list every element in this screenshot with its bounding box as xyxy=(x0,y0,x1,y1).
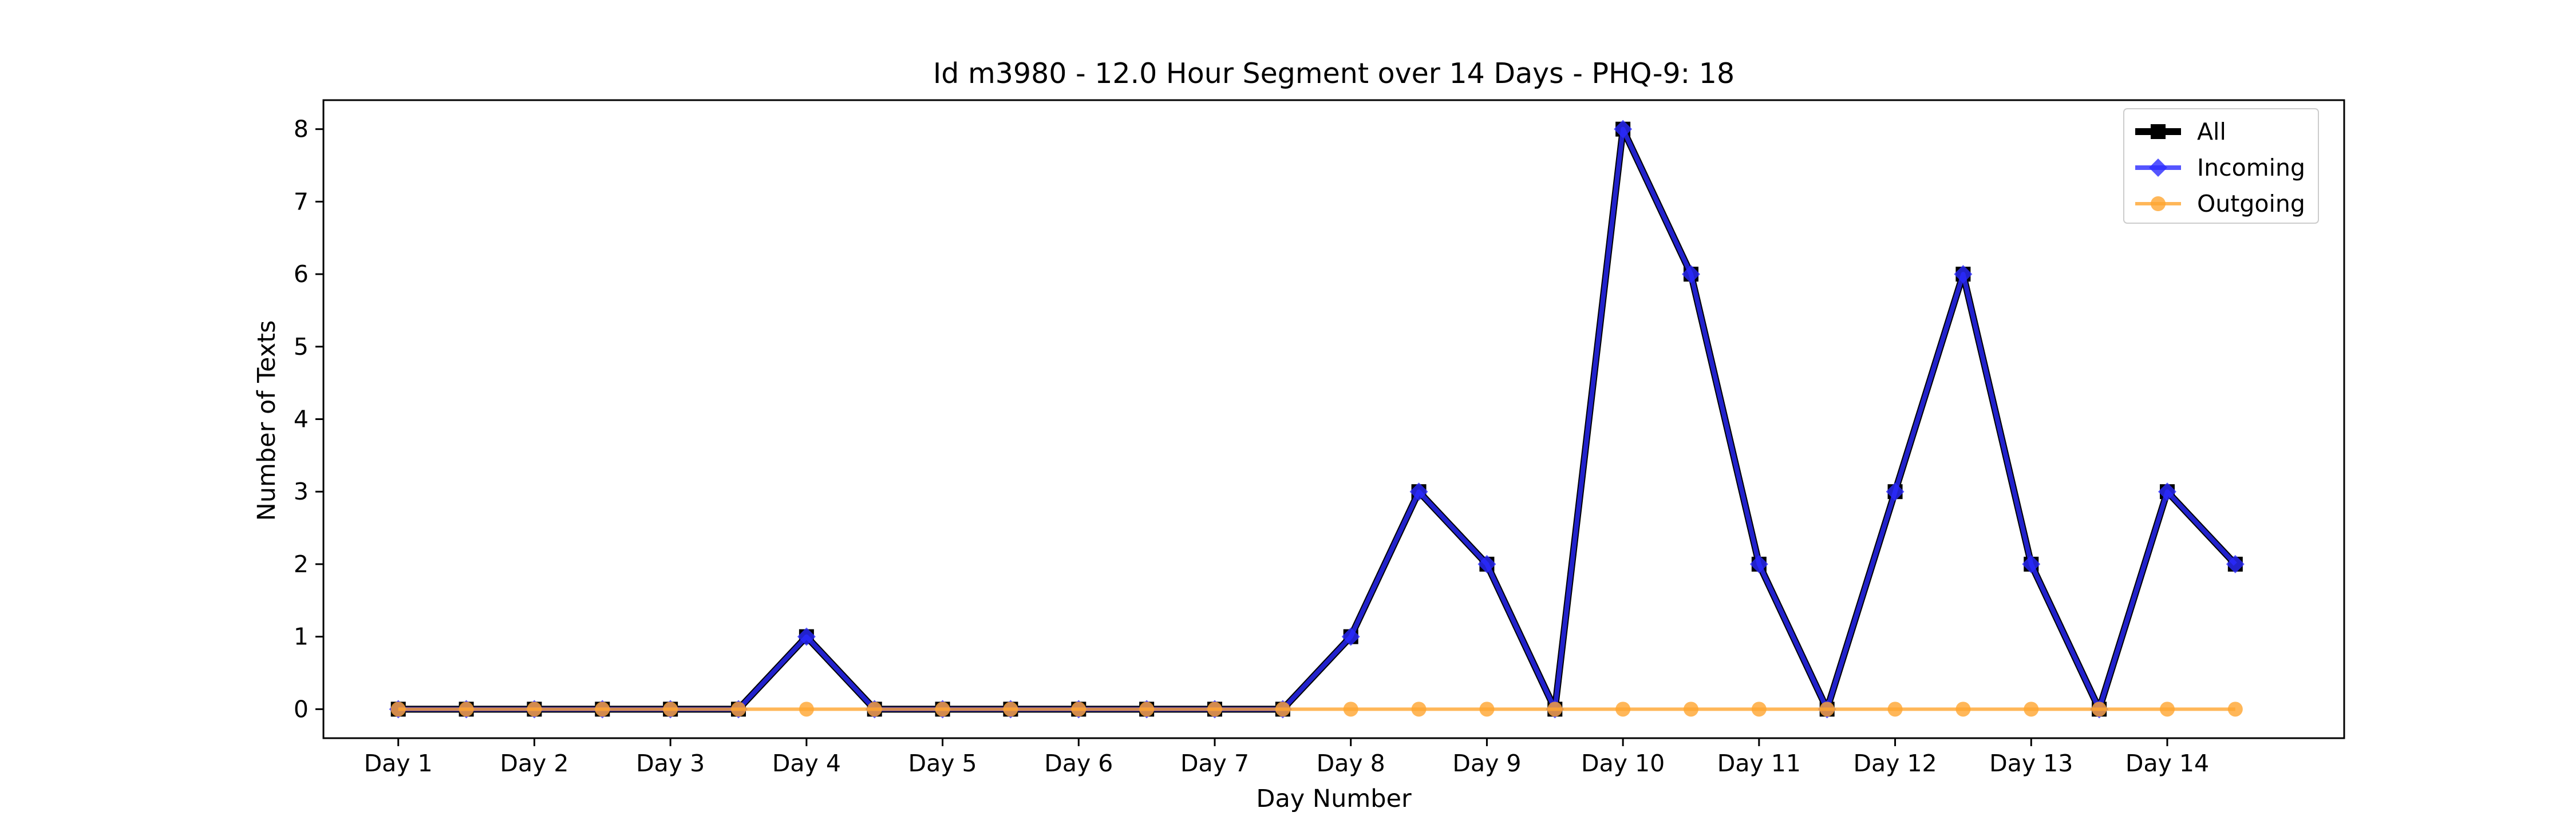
y-tick-label: 1 xyxy=(294,623,309,651)
y-tick-label: 2 xyxy=(294,550,309,578)
x-tick-label: Day 10 xyxy=(1581,750,1665,777)
data-point xyxy=(1614,120,1633,138)
x-tick-label: Day 8 xyxy=(1317,750,1385,777)
y-tick-label: 4 xyxy=(294,406,309,433)
chart-title: Id m3980 - 12.0 Hour Segment over 14 Day… xyxy=(933,57,1735,90)
x-axis-label: Day Number xyxy=(1256,785,1412,813)
data-point xyxy=(2227,702,2243,717)
legend: All Incoming Outgoing xyxy=(2123,108,2319,224)
x-tick-label: Day 9 xyxy=(1452,750,1521,777)
data-point xyxy=(1819,702,1835,717)
y-tick-label: 3 xyxy=(294,478,309,505)
y-tick-label: 6 xyxy=(294,260,309,288)
x-tick-label: Day 4 xyxy=(772,750,841,777)
series-line-all xyxy=(398,125,2238,713)
x-tick-label: Day 3 xyxy=(636,750,705,777)
y-tick-label: 5 xyxy=(294,333,309,360)
x-tick-label: Day 7 xyxy=(1180,750,1249,777)
legend-marker xyxy=(2151,124,2166,139)
data-point xyxy=(1615,702,1631,717)
data-point xyxy=(1683,702,1698,717)
data-point xyxy=(2022,554,2041,573)
series-all xyxy=(390,121,2243,717)
data-point xyxy=(1477,554,1496,573)
legend-item-all: All xyxy=(2135,118,2226,145)
data-point xyxy=(1003,702,1018,717)
legend-label: Incoming xyxy=(2197,154,2305,181)
data-point xyxy=(1886,482,1905,501)
data-point xyxy=(867,702,882,717)
legend-marker xyxy=(2151,196,2166,211)
legend-label: All xyxy=(2197,118,2226,145)
y-axis-label: Number of Texts xyxy=(252,320,281,521)
legend-item-incoming: Incoming xyxy=(2135,154,2305,181)
series-line-incoming xyxy=(398,126,2237,712)
data-point xyxy=(1954,265,1973,284)
data-point xyxy=(1409,482,1428,501)
data-point xyxy=(799,702,814,717)
data-point xyxy=(1479,702,1495,717)
y-tick-label: 8 xyxy=(294,116,309,143)
data-point xyxy=(1547,702,1563,717)
y-tick-label: 0 xyxy=(294,695,309,723)
data-point xyxy=(1681,265,1700,284)
data-point xyxy=(2024,702,2039,717)
data-point xyxy=(1411,702,1427,717)
x-tick-label: Day 5 xyxy=(908,750,977,777)
series-incoming xyxy=(389,120,2245,719)
data-point xyxy=(459,702,474,717)
data-point xyxy=(2226,554,2245,573)
legend-box xyxy=(2123,108,2319,224)
data-point xyxy=(595,702,610,717)
plot-frame xyxy=(322,99,2345,739)
data-point xyxy=(797,627,816,646)
data-point xyxy=(2158,482,2176,501)
data-point xyxy=(2092,702,2107,717)
data-point xyxy=(1751,702,1767,717)
data-point xyxy=(1343,702,1358,717)
x-tick-label: Day 6 xyxy=(1044,750,1113,777)
x-tick-label: Day 2 xyxy=(500,750,568,777)
data-point xyxy=(1955,702,1971,717)
x-tick-label: Day 13 xyxy=(1989,750,2073,777)
legend-item-outgoing: Outgoing xyxy=(2135,190,2305,217)
legend-marker xyxy=(2149,159,2167,177)
legend-label: Outgoing xyxy=(2197,190,2305,217)
data-point xyxy=(1071,702,1086,717)
data-point xyxy=(2159,702,2175,717)
data-point xyxy=(390,702,406,717)
series-outgoing xyxy=(390,702,2243,717)
data-point xyxy=(1749,554,1768,573)
data-point xyxy=(1275,702,1290,717)
x-tick-label: Day 11 xyxy=(1717,750,1801,777)
data-point xyxy=(1139,702,1155,717)
data-point xyxy=(935,702,950,717)
x-tick-label: Day 12 xyxy=(1853,750,1937,777)
data-point xyxy=(1207,702,1223,717)
x-tick-label: Day 1 xyxy=(364,750,433,777)
data-point xyxy=(731,702,746,717)
data-point xyxy=(527,702,542,717)
x-tick-label: Day 14 xyxy=(2125,750,2209,777)
data-point xyxy=(1887,702,1903,717)
data-point xyxy=(1341,627,1360,646)
y-tick-label: 7 xyxy=(294,188,309,215)
data-point xyxy=(663,702,678,717)
